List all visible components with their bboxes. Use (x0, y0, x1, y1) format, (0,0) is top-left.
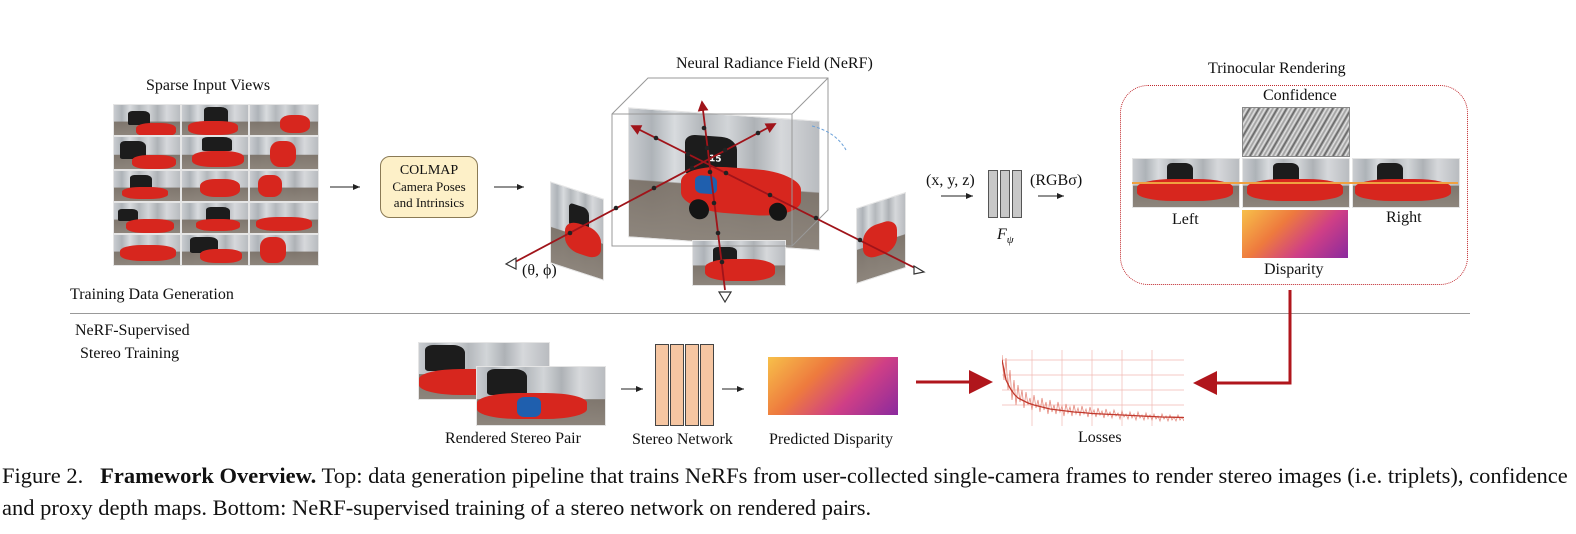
losses-plot (1001, 350, 1185, 426)
input-view-thumbnail (181, 234, 249, 266)
input-view-thumbnail (181, 136, 249, 170)
predicted-disparity-label: Predicted Disparity (769, 431, 893, 448)
input-view-thumbnail (113, 202, 181, 234)
input-view-thumbnail (113, 104, 181, 136)
predicted-disparity-map (768, 357, 898, 415)
rgb-sigma-output-label: (RGBσ) (1030, 172, 1083, 189)
figure-caption: Figure 2. Framework Overview. Top: data … (2, 460, 1574, 524)
stereo-training-label-line1: NeRF-Supervised (75, 322, 190, 339)
colmap-box: COLMAP Camera Poses and Intrinsics (380, 156, 478, 218)
stereo-pair-right-image (476, 366, 606, 426)
caption-prefix: Figure 2. (2, 463, 84, 488)
xyz-input-label: (x, y, z) (926, 172, 975, 189)
input-view-thumbnail (181, 202, 249, 234)
sparse-views-title: Sparse Input Views (146, 77, 271, 94)
right-label: Right (1386, 209, 1422, 226)
stereo-network-layer (655, 344, 669, 426)
camera-rays (514, 100, 916, 291)
confidence-map (1242, 107, 1350, 157)
view-angle-label: (θ, ϕ) (522, 262, 557, 279)
camera-view-bottom (692, 240, 786, 286)
stereo-network-layer (685, 344, 699, 426)
section-divider (70, 313, 1470, 314)
input-view-thumbnail (249, 170, 319, 202)
caption-text: Top: data generation pipeline that train… (2, 463, 1568, 520)
stereo-network-layer (700, 344, 714, 426)
camera-icons (504, 256, 926, 304)
stereo-training-label-line2: Stereo Training (80, 345, 180, 362)
trinocular-title: Trinocular Rendering (1208, 60, 1346, 77)
input-view-thumbnail (113, 170, 181, 202)
input-view-thumbnail (181, 170, 249, 202)
input-view-thumbnail (249, 104, 319, 136)
nerf-title: Neural Radiance Field (NeRF) (676, 55, 873, 72)
mlp-layer (988, 170, 998, 218)
training-data-generation-label: Training Data Generation (70, 286, 234, 303)
input-view-thumbnail (113, 136, 181, 170)
ray-sample-points (567, 125, 863, 265)
stereo-network-label: Stereo Network (632, 431, 733, 448)
rendered-stereo-pair-label: Rendered Stereo Pair (445, 430, 581, 447)
caption-bold: Framework Overview. (100, 463, 317, 488)
input-view-thumbnail (249, 136, 319, 170)
nerf-cube (611, 77, 829, 247)
input-view-thumbnail (249, 234, 319, 266)
rotation-indicator (811, 125, 847, 151)
colmap-line2: and Intrinsics (393, 195, 465, 210)
mlp-layer (1000, 170, 1010, 218)
disparity-label: Disparity (1264, 261, 1324, 278)
input-view-thumbnail (181, 104, 249, 136)
input-view-thumbnail (113, 234, 181, 266)
stereo-network-layer (670, 344, 684, 426)
mlp-layer (1012, 170, 1022, 218)
f-psi-label: Fψ (997, 226, 1014, 247)
epipolar-line (1132, 182, 1458, 184)
colmap-title: COLMAP (399, 163, 459, 178)
sparse-views-grid (113, 104, 319, 266)
confidence-label: Confidence (1263, 87, 1337, 104)
trinocular-box (1120, 85, 1468, 285)
arrow-trinocular-to-losses (1193, 290, 1292, 395)
colmap-line1: Camera Poses (392, 179, 466, 194)
disparity-map (1242, 210, 1348, 258)
left-label: Left (1172, 211, 1199, 228)
input-view-thumbnail (249, 202, 319, 234)
losses-label: Losses (1078, 429, 1122, 446)
